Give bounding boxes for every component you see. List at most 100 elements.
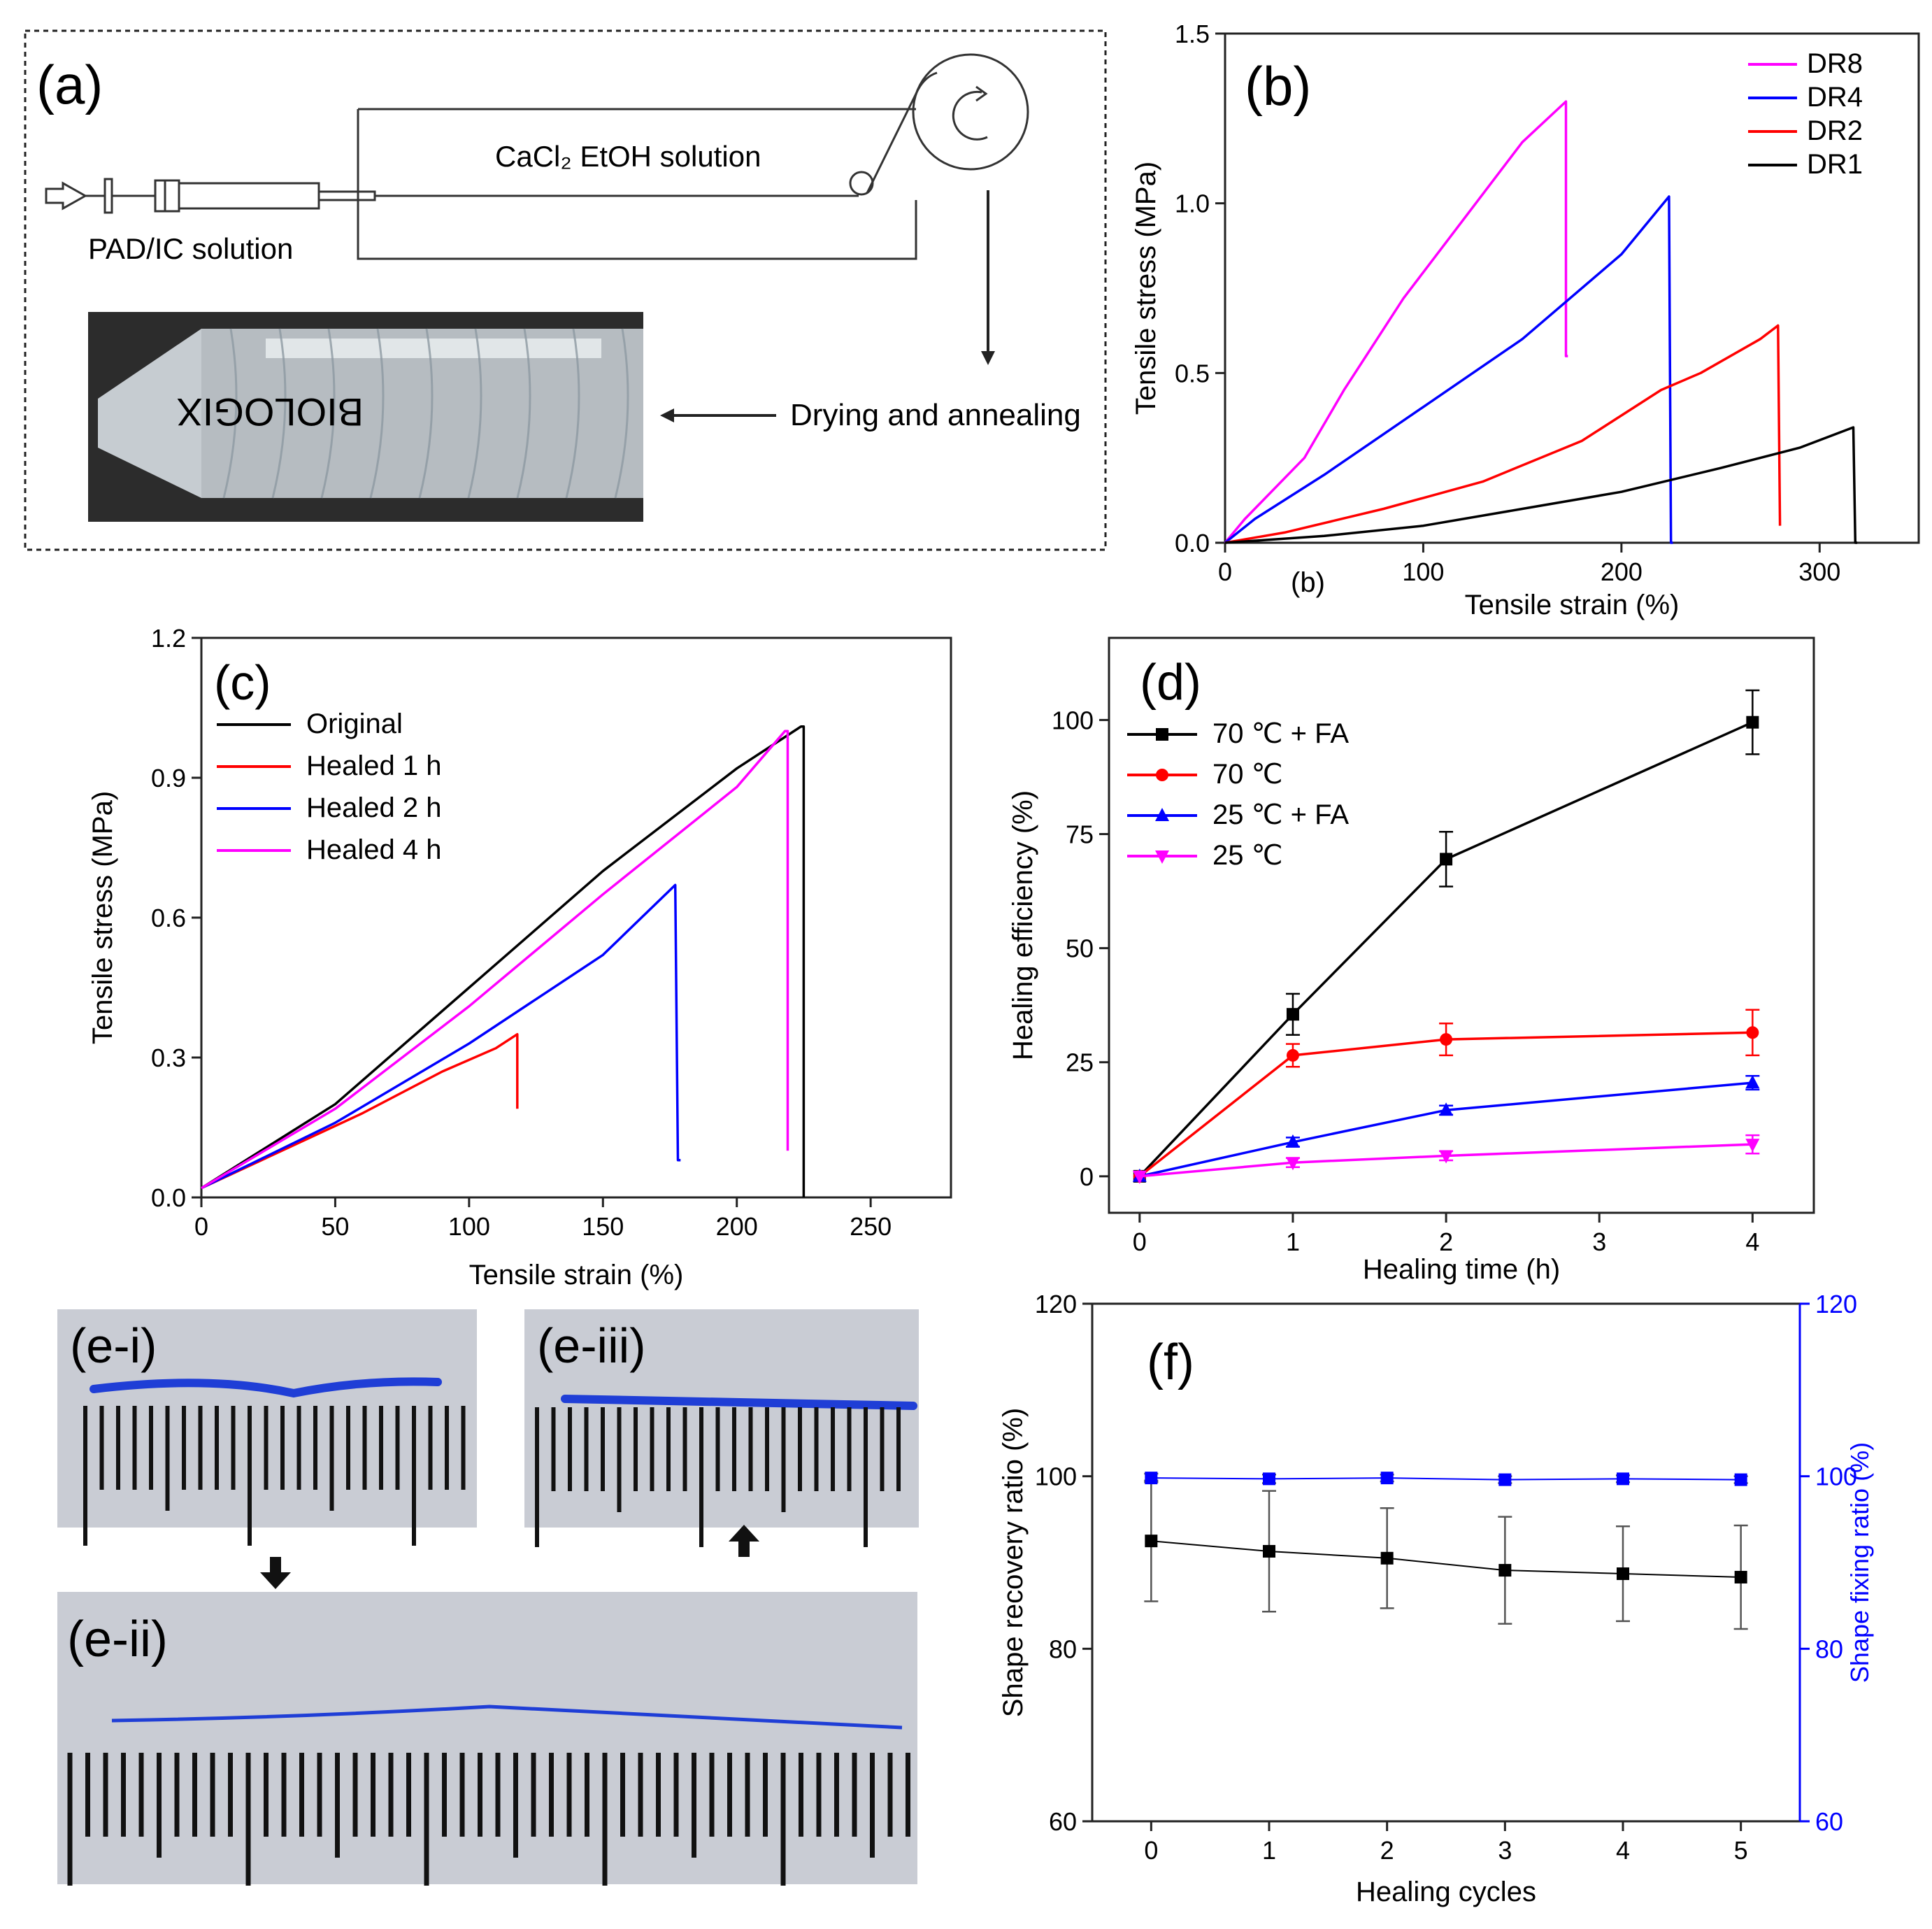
y-tick-label: 75 (1066, 820, 1094, 849)
legend-label: Healed 4 h (306, 834, 441, 865)
syringe-solution-label: PAD/IC solution (88, 232, 293, 265)
y-tick-label: 0 (1080, 1162, 1094, 1191)
chart-panel-b: 0 100 200 300 0.0 0.5 1.0 1.5 Tensile strain (%)… (1131, 20, 1920, 620)
photo-e-iii-label: (e-iii) (537, 1318, 646, 1373)
data-point (1263, 1472, 1275, 1486)
series-line-healed-1-h (201, 1032, 519, 1190)
step-label: Drying and annealing (790, 398, 1081, 432)
y-tick-label: 0.9 (151, 764, 186, 792)
x-tick-label: 200 (716, 1212, 758, 1241)
panel-label: (f) (1147, 1334, 1194, 1390)
right-y-tick-label: 100 (1815, 1462, 1857, 1491)
data-point (1745, 1139, 1760, 1153)
y-tick-label: 1.2 (151, 624, 186, 653)
data-point (1734, 1473, 1747, 1486)
x-tick-label: 150 (582, 1212, 624, 1241)
photo-fiber-wound-tube: BIOLOGIX (88, 312, 643, 522)
legend-marker (1156, 769, 1168, 781)
x-tick-label: 300 (1798, 557, 1840, 586)
legend-label: 25 ℃ (1212, 840, 1283, 871)
x-tick-label: 2 (1439, 1227, 1453, 1256)
x-axis-label: Healing cycles (1356, 1877, 1536, 1907)
bath-solution-label: CaCl₂ EtOH solution (495, 140, 761, 173)
data-point (1440, 853, 1453, 866)
photo-e-iii: (e-iii) (524, 1309, 919, 1547)
y-tick-label: 120 (1035, 1290, 1077, 1318)
legend-label: 25 ℃ + FA (1212, 799, 1349, 830)
data-point (1498, 1473, 1512, 1486)
data-point (1286, 1048, 1299, 1062)
panel-sublabel: (b) (1291, 567, 1325, 598)
y-tick-label: 0.0 (1175, 529, 1210, 557)
data-point (1734, 1570, 1747, 1583)
y-tick-label: 0.6 (151, 904, 186, 932)
x-tick-label: 4 (1745, 1227, 1759, 1256)
series-line-25- (1139, 1143, 1753, 1178)
panel-a-schematic: (a) PAD/IC solution CaCl₂ EtOH solution (24, 29, 1107, 551)
legend-label: Healed 2 h (306, 792, 441, 823)
series-line-70- (1138, 1031, 1753, 1178)
data-point (1380, 1472, 1394, 1485)
chart-panel-d: 0 1 2 3 4 0 25 50 75 100 Healing time (h) Healing e… (1008, 636, 1815, 1285)
right-y-tick-label: 60 (1815, 1807, 1843, 1836)
right-y-tick-label: 120 (1815, 1290, 1857, 1318)
series-line-dr2 (1224, 324, 1782, 544)
data-point (1285, 1157, 1300, 1171)
panel-a-label: (a) (36, 54, 103, 115)
x-tick-label: 2 (1380, 1836, 1394, 1865)
plot-frame (1224, 32, 1920, 544)
series-line-original (201, 725, 806, 1197)
chart-panel-f: 0 1 2 3 4 5 60 80 100 120 60 80 100 120 Shape fixing r… (998, 1290, 1874, 1907)
down-arrow-icon (260, 1557, 291, 1589)
data-point (1498, 1564, 1512, 1577)
y-tick-label: 0.3 (151, 1044, 186, 1072)
data-point (1617, 1567, 1629, 1581)
y-tick-label: 1.0 (1175, 190, 1210, 218)
legend-label: 70 ℃ + FA (1212, 718, 1349, 749)
x-axis-label: Healing time (h) (1363, 1254, 1560, 1285)
data-point (1145, 1472, 1158, 1485)
x-tick-label: 3 (1498, 1836, 1512, 1865)
x-tick-label: 4 (1616, 1836, 1630, 1865)
x-tick-label: 0 (1144, 1836, 1158, 1865)
plot-frame (1108, 636, 1815, 1214)
series-line-shape-recovery-ratio (1151, 1540, 1741, 1578)
series-line-healed-2-h (201, 883, 681, 1190)
x-tick-label: 1 (1262, 1836, 1276, 1865)
x-tick-label: 50 (321, 1212, 349, 1241)
y-axis-label: Shape recovery ratio (%) (998, 1408, 1029, 1717)
series-line-shape-fixing-ratio (1151, 1477, 1741, 1481)
data-point (1380, 1551, 1394, 1565)
y-axis-label: Tensile stress (MPa) (87, 791, 118, 1044)
x-axis-label: Tensile strain (%) (469, 1260, 684, 1290)
x-tick-label: 200 (1601, 557, 1643, 586)
data-point (1745, 1075, 1760, 1089)
series-line-healed-4-h (201, 729, 789, 1190)
photo-e-ii: (e-ii) (57, 1592, 917, 1886)
series-line-25-fa (1139, 1081, 1753, 1178)
y-tick-label: 80 (1049, 1635, 1077, 1663)
y-tick-label: 60 (1049, 1807, 1077, 1836)
photo-e-i-label: (e-i) (70, 1318, 157, 1373)
data-point (1263, 1544, 1275, 1558)
legend-marker (1155, 850, 1169, 864)
legend-label: 70 ℃ (1212, 759, 1283, 790)
panel-label: (b) (1245, 55, 1311, 117)
coagulation-bath (357, 109, 917, 260)
legend-label: DR2 (1807, 115, 1863, 146)
x-axis-label: Tensile strain (%) (1465, 590, 1680, 620)
series-line-dr1 (1224, 426, 1858, 544)
panel-label: (d) (1140, 655, 1201, 711)
y-tick-label: 0.5 (1175, 359, 1210, 387)
collection-roller (912, 53, 1029, 171)
y-tick-label: 0.0 (151, 1183, 186, 1212)
x-tick-label: 250 (850, 1212, 892, 1241)
data-point (1439, 1102, 1454, 1116)
data-point (1132, 1170, 1147, 1184)
legend-label: DR1 (1807, 149, 1863, 180)
photo-tube-text: BIOLOGIX (176, 390, 364, 434)
right-y-axis-label: Shape fixing ratio (%) (1845, 1442, 1874, 1683)
series-line-dr8 (1224, 100, 1568, 544)
right-y-tick-label: 80 (1815, 1635, 1843, 1663)
